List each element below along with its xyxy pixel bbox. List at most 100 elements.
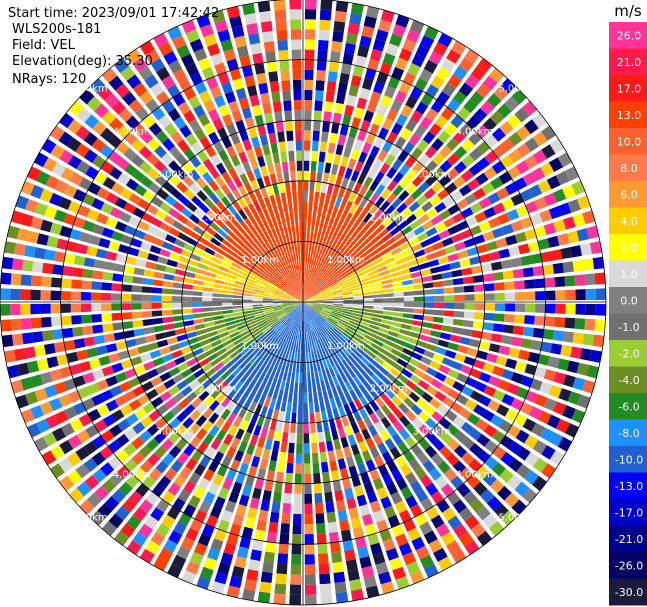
velocity-gate <box>462 276 474 284</box>
velocity-gate <box>374 355 385 366</box>
velocity-gate <box>1 256 14 270</box>
velocity-gate <box>190 253 202 262</box>
velocity-gate <box>557 233 570 246</box>
velocity-gate <box>249 325 260 332</box>
velocity-gate <box>274 111 283 123</box>
velocity-gate <box>276 285 286 292</box>
velocity-gate <box>273 294 284 298</box>
velocity-gate <box>367 363 378 373</box>
velocity-gate <box>410 404 423 416</box>
velocity-gate <box>408 357 420 367</box>
velocity-gate <box>334 10 347 23</box>
velocity-gate <box>222 302 233 306</box>
velocity-gate <box>183 110 196 124</box>
velocity-gate <box>374 238 385 249</box>
velocity-gate <box>312 303 324 306</box>
velocity-gate <box>323 323 332 332</box>
velocity-gate <box>184 374 197 385</box>
colorbar-segment <box>609 313 647 341</box>
velocity-gate <box>572 332 585 345</box>
velocity-gate <box>155 229 168 240</box>
velocity-gate <box>522 267 534 278</box>
velocity-gate <box>304 49 315 60</box>
velocity-gate <box>228 231 239 241</box>
velocity-gate <box>299 332 302 343</box>
velocity-gate <box>332 112 342 124</box>
velocity-gate <box>318 151 326 163</box>
velocity-gate <box>292 310 298 320</box>
velocity-gate <box>275 379 282 390</box>
velocity-gate <box>288 275 294 285</box>
velocity-gate <box>303 342 306 353</box>
velocity-gate <box>299 281 302 293</box>
velocity-gate <box>92 270 104 280</box>
velocity-gate <box>277 39 289 51</box>
range-ring-label: 4.00km <box>455 469 493 480</box>
velocity-gate <box>221 238 232 249</box>
velocity-gate <box>159 222 172 233</box>
velocity-gate <box>188 472 201 485</box>
velocity-gate <box>283 100 292 112</box>
velocity-gate <box>304 574 316 585</box>
velocity-gate <box>391 66 405 80</box>
velocity-gate <box>464 515 480 530</box>
velocity-gate <box>491 160 506 175</box>
velocity-gate <box>128 216 141 227</box>
velocity-gate <box>334 196 343 208</box>
velocity-gate <box>510 257 523 268</box>
velocity-gate <box>307 321 311 332</box>
velocity-gate <box>380 416 392 429</box>
velocity-gate <box>469 202 483 214</box>
velocity-gate <box>250 269 261 277</box>
velocity-gate <box>109 385 123 397</box>
velocity-gate <box>549 450 565 466</box>
velocity-gate <box>481 263 493 273</box>
velocity-gate <box>466 347 479 357</box>
velocity-gate <box>341 247 350 257</box>
velocity-gate <box>7 364 20 379</box>
velocity-gate <box>286 307 296 315</box>
velocity-gate <box>362 291 374 296</box>
velocity-gate <box>197 333 209 342</box>
velocity-gate <box>11 258 24 271</box>
velocity-gate <box>327 142 336 154</box>
velocity-gate <box>372 39 386 52</box>
velocity-gate <box>285 292 295 298</box>
velocity-gate <box>353 349 363 359</box>
velocity-gate <box>271 377 278 389</box>
velocity-gate <box>321 288 331 294</box>
velocity-gate <box>269 398 277 410</box>
velocity-gate <box>326 345 333 356</box>
velocity-gate <box>391 122 403 136</box>
velocity-gate <box>284 329 291 339</box>
velocity-gate <box>213 283 224 289</box>
colorbar-tick-label: -21.0 <box>615 533 643 546</box>
velocity-gate <box>498 419 513 433</box>
velocity-gate <box>269 262 278 272</box>
velocity-gate <box>291 554 302 565</box>
velocity-gate <box>317 161 325 173</box>
velocity-gate <box>332 407 340 419</box>
velocity-gate <box>294 483 302 494</box>
velocity-gate <box>481 409 495 422</box>
velocity-gate <box>365 437 376 450</box>
velocity-gate <box>439 160 453 173</box>
velocity-gate <box>259 134 269 146</box>
velocity-gate <box>284 305 294 311</box>
velocity-gate <box>278 234 284 246</box>
velocity-gate <box>121 303 132 311</box>
velocity-gate <box>298 251 301 262</box>
velocity-gate <box>555 418 570 434</box>
velocity-gate <box>397 262 409 271</box>
velocity-gate <box>277 131 285 143</box>
velocity-gate <box>182 417 195 429</box>
velocity-gate <box>101 292 112 301</box>
velocity-gate <box>414 512 428 527</box>
velocity-gate <box>243 206 252 217</box>
velocity-gate <box>229 216 239 227</box>
velocity-gate <box>297 170 303 181</box>
velocity-gate <box>203 197 215 209</box>
velocity-gate <box>555 290 566 301</box>
velocity-gate <box>94 485 109 501</box>
velocity-gate <box>359 556 372 569</box>
